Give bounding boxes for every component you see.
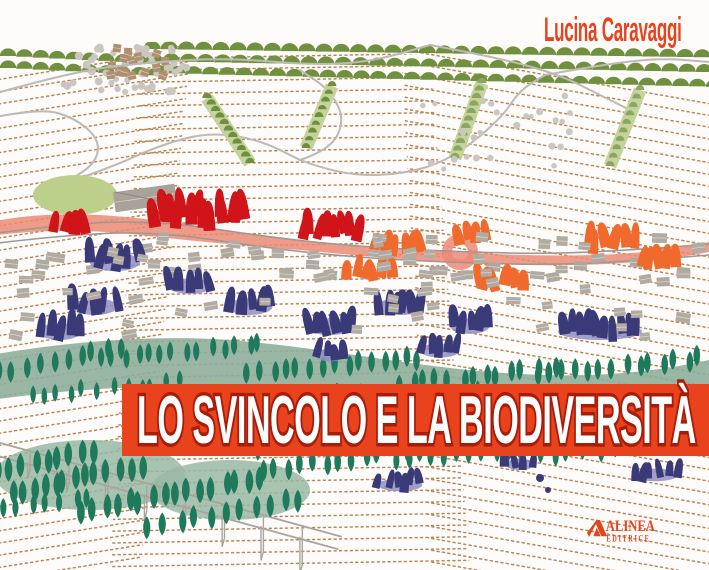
svg-text:LO SVINCOLO E LA BIODIVERSITÀ: LO SVINCOLO E LA BIODIVERSITÀ [137, 382, 696, 458]
svg-text:Lucina Caravaggi: Lucina Caravaggi [544, 11, 682, 49]
svg-text:EDITRICE: EDITRICE [607, 533, 651, 543]
